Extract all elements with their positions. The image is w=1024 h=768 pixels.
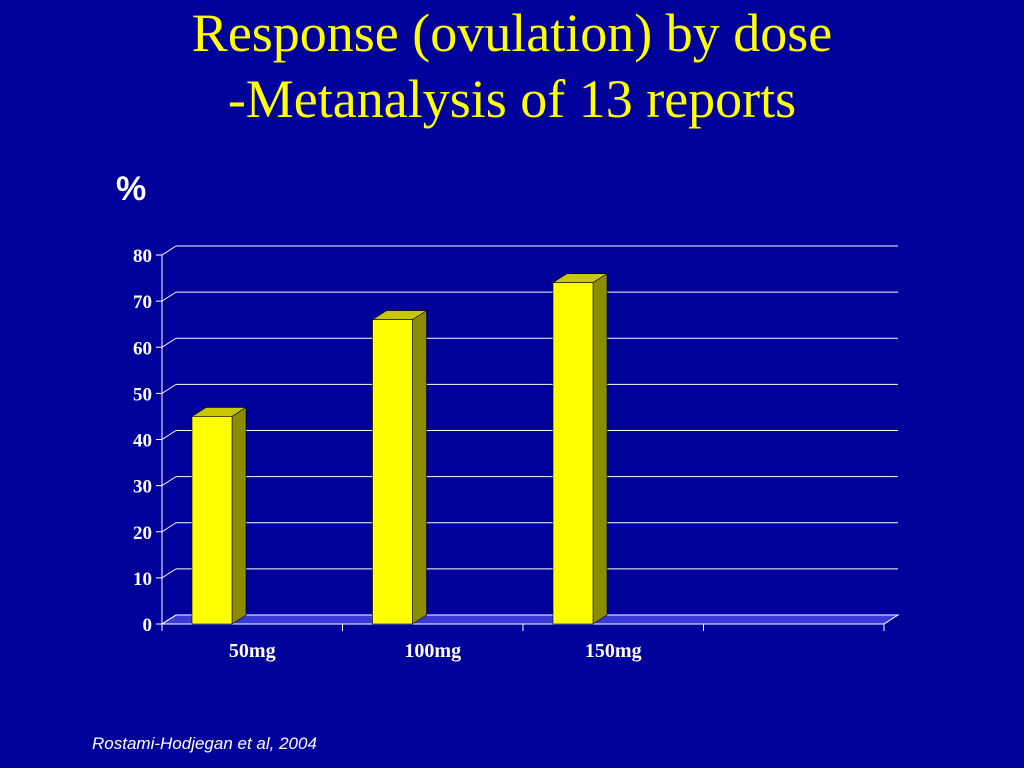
x-tick-label: 50mg bbox=[229, 640, 276, 662]
bar bbox=[552, 282, 594, 625]
y-tick-label: 0 bbox=[143, 615, 153, 636]
y-tick-label: 50 bbox=[133, 384, 152, 405]
source-citation: Rostami-Hodjegan et al, 2004 bbox=[92, 734, 317, 753]
gridline-depth bbox=[161, 337, 177, 348]
bar-side bbox=[412, 310, 427, 625]
bar bbox=[191, 416, 233, 625]
gridline-depth bbox=[161, 430, 177, 440]
gridline-depth bbox=[161, 614, 177, 625]
y-tick-label: 60 bbox=[133, 338, 152, 359]
bar-side bbox=[592, 273, 608, 625]
gridline-depth bbox=[161, 522, 177, 533]
title-line-1: Response (ovulation) by dose bbox=[191, 3, 833, 63]
y-tick-label: 70 bbox=[133, 292, 152, 313]
bar bbox=[372, 319, 413, 625]
y-tick-label: 10 bbox=[133, 569, 152, 590]
gridline-depth bbox=[161, 291, 177, 302]
gridline-depth bbox=[161, 568, 177, 579]
y-tick-label: 20 bbox=[133, 523, 152, 544]
gridline-depth bbox=[161, 383, 177, 394]
slide-title: Response (ovulation) by dose -Metanalysi… bbox=[0, 0, 1024, 132]
gridline-depth bbox=[161, 476, 177, 487]
y-axis-label: % bbox=[116, 170, 147, 208]
x-tick-label: 100mg bbox=[404, 640, 461, 662]
title-line-2: -Metanalysis of 13 reports bbox=[227, 69, 797, 129]
y-tick-label: 30 bbox=[133, 477, 152, 498]
y-tick-label: 40 bbox=[133, 431, 152, 452]
y-tick-label: 80 bbox=[133, 246, 152, 267]
x-tick-label: 150mg bbox=[585, 640, 642, 662]
chart-floor bbox=[160, 614, 900, 625]
gridline-depth bbox=[161, 245, 177, 256]
bar-side bbox=[231, 406, 247, 625]
